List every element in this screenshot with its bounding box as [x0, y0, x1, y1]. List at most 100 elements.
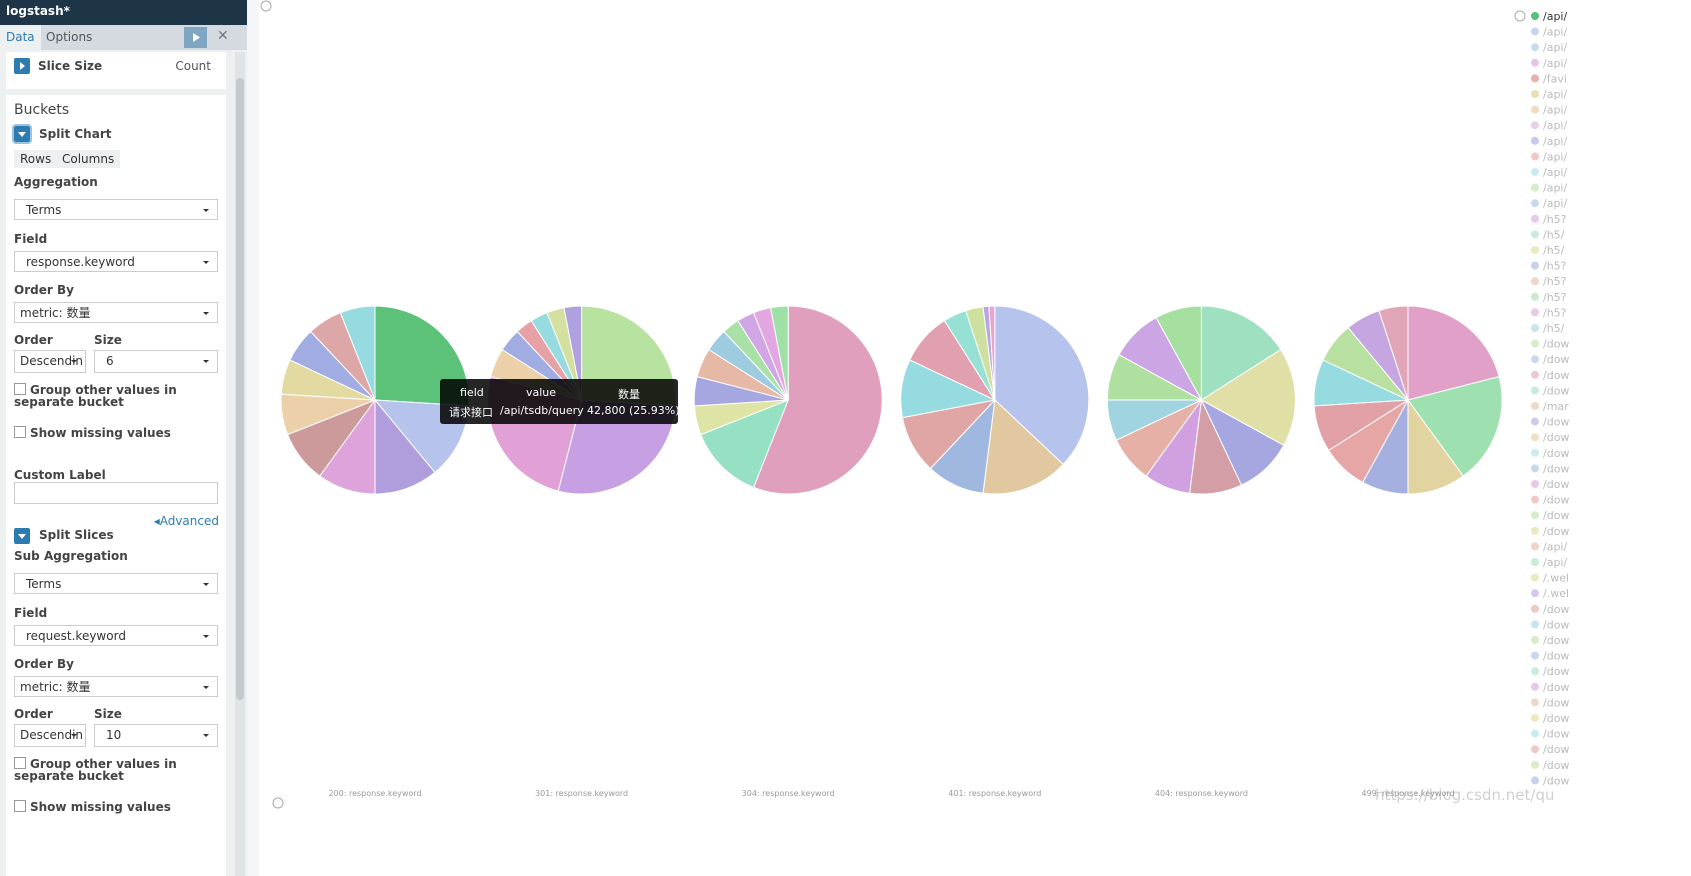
- legend-label[interactable]: /dow: [1543, 618, 1569, 631]
- spy-toggle[interactable]: [272, 797, 284, 809]
- legend-label[interactable]: /dow: [1543, 665, 1569, 678]
- legend-label[interactable]: /h5?: [1543, 275, 1567, 288]
- legend-label[interactable]: /.wel: [1543, 587, 1569, 600]
- legend-swatch: [1531, 183, 1539, 192]
- legend-label[interactable]: /api/: [1543, 166, 1567, 179]
- checkbox[interactable]: Group other values in separate bucket: [14, 757, 214, 782]
- pie-slice: [752, 305, 883, 495]
- legend-label[interactable]: /dow: [1543, 743, 1569, 756]
- legend-label[interactable]: /dow: [1543, 416, 1569, 429]
- legend-label[interactable]: /dow: [1543, 369, 1569, 382]
- legend-label[interactable]: /api/: [1543, 182, 1567, 195]
- legend-label[interactable]: /api/: [1543, 41, 1567, 54]
- field-label: Sub Aggregation: [14, 549, 128, 563]
- input[interactable]: 10: [94, 724, 218, 747]
- select[interactable]: Terms: [14, 199, 218, 220]
- legend-label[interactable]: /api/: [1543, 88, 1567, 101]
- legend-label[interactable]: /dow: [1543, 774, 1569, 787]
- legend-label[interactable]: /api/: [1543, 150, 1567, 163]
- legend-label[interactable]: /dow: [1543, 338, 1569, 351]
- legend-label[interactable]: /dow: [1543, 462, 1569, 475]
- field-label: Size: [94, 333, 122, 347]
- checkbox[interactable]: Show missing values: [14, 800, 214, 813]
- checkbox[interactable]: Show missing values: [14, 426, 214, 439]
- legend-swatch: [1531, 136, 1539, 145]
- legend-label[interactable]: /api/: [1543, 10, 1567, 23]
- legend-label[interactable]: /.wel: [1543, 572, 1569, 585]
- collapse-icon[interactable]: [14, 528, 30, 544]
- scrollbar[interactable]: [235, 52, 245, 876]
- collapse-icon[interactable]: [12, 124, 32, 144]
- tooltip-cell: 请求接口: [449, 406, 493, 419]
- legend-label[interactable]: /dow: [1543, 509, 1569, 522]
- pie-slice: [1200, 348, 1296, 446]
- legend-label[interactable]: /h5/: [1543, 322, 1565, 335]
- pie-label: 304: response.keyword: [742, 789, 835, 798]
- legend-label[interactable]: /dow: [1543, 603, 1569, 616]
- tab[interactable]: Data: [0, 25, 41, 50]
- legend-label[interactable]: /dow: [1543, 759, 1569, 772]
- collapse-toggle[interactable]: [260, 0, 272, 12]
- select[interactable]: request.keyword: [14, 625, 218, 646]
- legend-swatch: [1531, 558, 1539, 566]
- legend-label[interactable]: /api/: [1543, 104, 1567, 117]
- legend-label[interactable]: /api/: [1543, 57, 1567, 70]
- legend-label[interactable]: /dow: [1543, 478, 1569, 491]
- legend-label[interactable]: /dow: [1543, 384, 1569, 397]
- legend-label[interactable]: /dow: [1543, 353, 1569, 366]
- custom-label-input[interactable]: [14, 482, 218, 504]
- select[interactable]: Descendin: [14, 724, 86, 747]
- legend-swatch: [1531, 682, 1539, 691]
- metric-title: Slice Size: [38, 59, 103, 73]
- legend-label[interactable]: /api/: [1543, 135, 1567, 148]
- legend-swatch: [1531, 651, 1539, 660]
- legend-label[interactable]: /api/: [1543, 26, 1567, 39]
- apply-button[interactable]: [184, 27, 207, 48]
- select[interactable]: metric: 数量: [14, 302, 218, 323]
- legend-label[interactable]: /api/: [1543, 540, 1567, 553]
- mode-button[interactable]: Columns: [56, 150, 121, 168]
- select[interactable]: metric: 数量: [14, 676, 218, 697]
- legend-label[interactable]: /favi: [1543, 72, 1567, 85]
- legend-label[interactable]: /h5?: [1543, 213, 1567, 226]
- label: ◂: [153, 514, 160, 528]
- legend-label[interactable]: /api/: [1543, 119, 1567, 132]
- legend-swatch: [1531, 636, 1539, 644]
- select[interactable]: response.keyword: [14, 251, 218, 272]
- legend-swatch: [1531, 58, 1539, 67]
- legend-label[interactable]: /dow: [1543, 634, 1569, 647]
- legend-swatch: [1531, 573, 1539, 582]
- metric-value: Count: [175, 59, 211, 73]
- select[interactable]: Descendin: [14, 350, 86, 373]
- advanced-link[interactable]: ◂Advanced: [154, 514, 219, 528]
- legend-label[interactable]: /h5?: [1543, 291, 1567, 304]
- legend-label[interactable]: /api/: [1543, 197, 1567, 210]
- tab[interactable]: Options: [46, 30, 93, 44]
- legend-label[interactable]: /dow: [1543, 494, 1569, 507]
- legend-label[interactable]: /api/: [1543, 556, 1567, 569]
- splitter[interactable]: [247, 0, 259, 876]
- legend-label[interactable]: /h5?: [1543, 260, 1567, 273]
- legend-swatch: [1531, 745, 1539, 754]
- legend-label[interactable]: /dow: [1543, 650, 1569, 663]
- select[interactable]: Terms: [14, 573, 218, 594]
- legend-label[interactable]: /dow: [1543, 447, 1569, 460]
- legend-label[interactable]: /mar: [1543, 400, 1569, 413]
- legend-label[interactable]: /dow: [1543, 431, 1569, 444]
- expand-icon[interactable]: [14, 58, 30, 74]
- legend-toggle[interactable]: [1514, 10, 1526, 22]
- legend-label[interactable]: /h5/: [1543, 244, 1565, 257]
- legend-label[interactable]: /h5?: [1543, 306, 1567, 319]
- legend-label[interactable]: /dow: [1543, 681, 1569, 694]
- legend-label[interactable]: /dow: [1543, 696, 1569, 709]
- legend-label[interactable]: /dow: [1543, 728, 1569, 741]
- legend-label[interactable]: /dow: [1543, 712, 1569, 725]
- tooltip-header: field: [460, 386, 484, 399]
- legend-label[interactable]: /h5/: [1543, 228, 1565, 241]
- discard-button[interactable]: ✕: [217, 28, 229, 44]
- legend-swatch: [1531, 620, 1539, 629]
- input[interactable]: 6: [94, 350, 218, 373]
- mode-button[interactable]: Rows: [14, 150, 58, 168]
- checkbox[interactable]: Group other values in separate bucket: [14, 383, 214, 408]
- legend-label[interactable]: /dow: [1543, 525, 1569, 538]
